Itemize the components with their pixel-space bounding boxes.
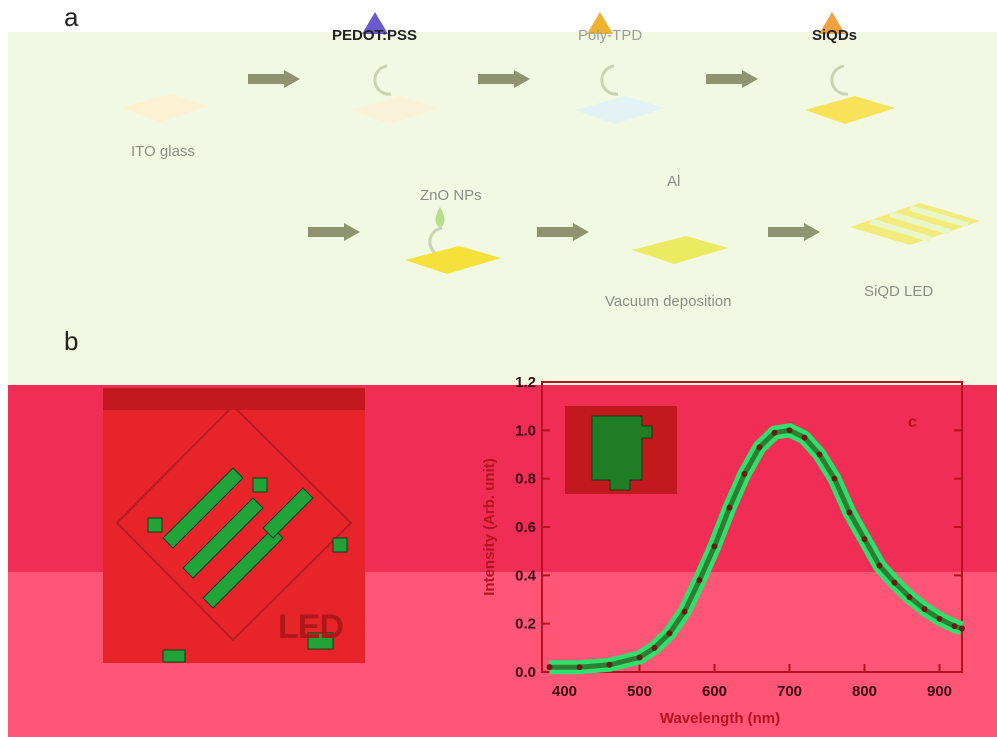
spin-coat-icon: [600, 64, 619, 96]
siqds-label: SiQDs: [812, 27, 858, 44]
panel-c-letter: c: [908, 414, 917, 431]
siqds-drop-icon: [819, 12, 845, 34]
spectrum-data-points: [546, 427, 965, 671]
led-device-photo-drawing: [103, 388, 365, 663]
siqd-led-device: [850, 203, 980, 245]
spectrum-data-point: [726, 504, 733, 511]
poly-tpd-drop-icon: [587, 12, 613, 34]
spectrum-data-point: [861, 536, 868, 543]
spectrum-data-point: [576, 664, 583, 671]
spectrum-data-point: [756, 444, 763, 451]
right-arrow-icon: [248, 70, 300, 88]
spectrum-data-point: [666, 630, 673, 637]
pedot-substrate: [350, 96, 440, 124]
x-tick-label: 400: [552, 683, 577, 700]
right-arrow-icon: [478, 70, 530, 88]
spectrum-data-point: [651, 644, 658, 651]
spectrum-data-point: [696, 577, 703, 584]
zno-drop-icon: [435, 207, 445, 227]
pedot-drop-icon: [362, 12, 388, 34]
right-arrow-icon: [308, 223, 360, 241]
zno-label: ZnO NPs: [420, 187, 482, 204]
spectrum-data-point: [936, 615, 943, 622]
right-arrow-icon: [537, 223, 589, 241]
spectrum-data-point: [846, 509, 853, 516]
poly-tpd-label: Poly-TPD: [578, 27, 643, 44]
spin-coat-icon: [830, 64, 849, 96]
spectrum-data-point: [891, 579, 898, 586]
spectrum-data-point: [636, 654, 643, 661]
spectrum-data-point: [771, 429, 778, 436]
spectrum-data-point: [606, 661, 613, 668]
x-tick-label: 600: [702, 683, 727, 700]
zno-substrate: [405, 246, 501, 274]
spectrum-data-point: [816, 451, 823, 458]
ito-glass-label: ITO glass: [131, 143, 195, 160]
spectrum-data-point: [681, 608, 688, 615]
spin-coat-icon: [373, 64, 392, 96]
x-tick-label: 500: [627, 683, 652, 700]
spectrum-data-point: [951, 623, 958, 630]
siqds-substrate: [805, 96, 895, 124]
y-tick-label: 1.0: [515, 422, 536, 439]
vacuum-deposition-label: Vacuum deposition: [605, 293, 732, 310]
spectrum-data-point: [801, 434, 808, 441]
al-label: Al: [667, 173, 681, 190]
y-tick-label: 0.6: [515, 519, 536, 536]
poly-tpd-substrate: [575, 96, 665, 124]
spectrum-data-point: [741, 470, 748, 477]
y-tick-label: 0.2: [515, 616, 536, 633]
spectrum-data-point: [921, 606, 928, 613]
led-device-photo: [103, 388, 365, 663]
led-photo-text: LED: [278, 608, 344, 646]
pedot-label: PEDOT:PSS: [332, 27, 418, 44]
spectrum-data-point: [546, 664, 553, 671]
inset-photo-shape: [591, 415, 653, 491]
spectrum-data-point: [959, 625, 965, 632]
spectrum-series-line: [549, 427, 963, 670]
panel-a-letter: a: [64, 2, 79, 32]
spectrum-data-point: [876, 562, 883, 569]
spectrum-data-point: [711, 543, 718, 550]
spectrum-data-point: [906, 594, 913, 601]
panel-b-letter: b: [64, 326, 79, 356]
spectrum-data-point: [786, 427, 793, 434]
panel-a-background: [8, 32, 997, 385]
right-arrow-icon: [768, 223, 820, 241]
ito-glass-substrate: [120, 94, 210, 122]
x-axis-label: Wavelength (nm): [660, 710, 780, 727]
x-tick-label: 800: [852, 683, 877, 700]
x-tick-label: 700: [777, 683, 802, 700]
siqd-led-label: SiQD LED: [864, 283, 934, 300]
y-tick-label: 0.0: [515, 664, 536, 681]
spectrum-data-point: [831, 475, 838, 482]
y-axis-ticks: 0.0 0.2 0.4 0.6 0.8 1.0 1.2: [515, 374, 962, 681]
y-tick-label: 0.4: [515, 567, 537, 584]
y-axis-label: Intensity (Arb. unit): [481, 458, 498, 596]
y-tick-label: 1.2: [515, 374, 536, 391]
al-substrate: [632, 236, 728, 264]
x-tick-label: 900: [927, 683, 952, 700]
emission-spectrum-chart: c 0.0 0.2 0.4 0.6 0.8 1.0 1.2 400 500 600 700 800 9…: [481, 374, 965, 727]
y-tick-label: 0.8: [515, 471, 536, 488]
right-arrow-icon: [706, 70, 758, 88]
